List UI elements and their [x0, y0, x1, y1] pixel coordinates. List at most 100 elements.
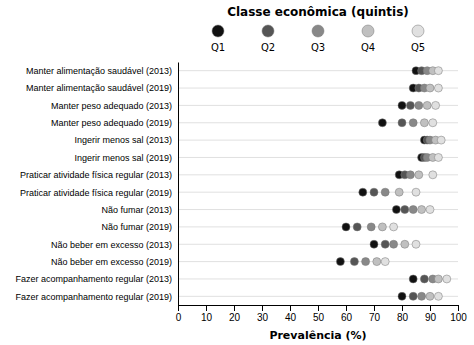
y-tick: Não beber em excesso (2019): [51, 257, 178, 267]
x-tick-mark: [458, 305, 459, 311]
dot: [392, 206, 400, 214]
dot: [395, 188, 403, 196]
x-tick-label: 20: [229, 312, 241, 323]
y-tick: Manter alimentação saudável (2013): [26, 66, 178, 76]
grid: [178, 71, 458, 297]
x-tick-mark: [262, 305, 263, 311]
dot: [420, 119, 428, 127]
legend: Q1Q2Q3Q4Q5: [211, 25, 425, 53]
dot: [418, 292, 426, 300]
x-tick: 10: [201, 305, 213, 323]
x-tick-label: 50: [313, 312, 325, 323]
x-tick-mark: [206, 305, 207, 311]
dot: [401, 240, 409, 248]
x-tick-label: 100: [450, 312, 467, 323]
dot: [401, 206, 409, 214]
legend-item: Q1: [211, 25, 225, 53]
legend-swatch: [312, 25, 324, 37]
y-tick-label: Ingerir menos sal (2013): [74, 135, 172, 145]
x-tick: 80: [397, 305, 409, 323]
y-axis: Manter alimentação saudável (2013) Manter…: [15, 63, 178, 306]
series: [336, 67, 428, 301]
dot: [373, 258, 381, 266]
dot: [378, 223, 386, 231]
plot: 0102030405060708090100Manter alimentação…: [15, 63, 467, 324]
title: Classe econômica (quintis): [227, 5, 409, 19]
dot: [434, 292, 442, 300]
dot: [409, 292, 417, 300]
grid-line: [178, 226, 458, 227]
y-tick-label: Manter peso adequado (2019): [51, 118, 172, 128]
x-tick: 40: [285, 305, 297, 323]
dot: [390, 223, 398, 231]
x-tick-mark: [234, 305, 235, 311]
y-tick-label: Manter alimentação saudável (2019): [26, 83, 172, 93]
x-tick: 70: [369, 305, 381, 323]
x-tick: 100: [450, 305, 467, 323]
dot: [370, 240, 378, 248]
dot: [423, 101, 431, 109]
points: [336, 67, 450, 301]
y-axis-line: [178, 63, 179, 306]
x-tick-mark: [346, 305, 347, 311]
dot: [415, 171, 423, 179]
y-tick: Praticar atividade física regular (2019): [20, 188, 178, 198]
x-tick-label: 90: [425, 312, 437, 323]
legend-item: Q4: [361, 25, 375, 53]
dot: [432, 101, 440, 109]
dot: [406, 101, 414, 109]
x-tick: 50: [313, 305, 325, 323]
y-tick: Não beber em excesso (2013): [51, 240, 178, 250]
grid-line: [178, 261, 458, 262]
dot: [381, 258, 389, 266]
dot: [350, 258, 358, 266]
x-tick: 0: [176, 305, 182, 323]
y-tick: Manter peso adequado (2013): [51, 101, 178, 111]
dot: [437, 136, 445, 144]
legend-swatch: [262, 25, 274, 37]
dot: [434, 153, 442, 161]
dot: [429, 119, 437, 127]
x-axis-line: [179, 306, 459, 312]
dot: [398, 101, 406, 109]
y-tick-label: Não beber em excesso (2019): [51, 257, 172, 267]
grid-line: [178, 140, 458, 141]
dot: [415, 101, 423, 109]
y-tick-label: Fazer acompanhamento regular (2019): [15, 292, 172, 302]
dot: [381, 188, 389, 196]
dot: [420, 275, 428, 283]
dot: [434, 67, 442, 75]
legend-label: Q4: [361, 42, 375, 53]
legend-swatch: [412, 25, 424, 37]
dot: [370, 188, 378, 196]
x-tick: 60: [341, 305, 353, 323]
dot: [367, 223, 375, 231]
dot: [434, 275, 442, 283]
x-tick-mark: [290, 305, 291, 311]
dot: [353, 223, 361, 231]
x-tick-label: 60: [341, 312, 353, 323]
legend-label: Q3: [311, 42, 325, 53]
dot: [342, 223, 350, 231]
y-tick: Não fumar (2013): [101, 205, 178, 215]
dot: [409, 275, 417, 283]
dot: [426, 292, 434, 300]
x-tick-label: 0: [176, 312, 182, 323]
dot: [406, 171, 414, 179]
y-tick-label: Manter peso adequado (2013): [51, 101, 172, 111]
x-tick: 20: [229, 305, 241, 323]
x-tick-mark: [178, 305, 179, 311]
legend-item: Q5: [411, 25, 425, 53]
dot: [381, 240, 389, 248]
series: [362, 67, 437, 301]
y-tick-label: Não fumar (2019): [101, 222, 172, 232]
dot: [443, 275, 451, 283]
y-tick-label: Não fumar (2013): [101, 205, 172, 215]
legend-label: Q5: [411, 42, 425, 53]
x-tick: 90: [425, 305, 437, 323]
dot: [429, 171, 437, 179]
y-tick: Manter peso adequado (2019): [51, 118, 178, 128]
series: [381, 67, 451, 301]
series: [350, 67, 431, 301]
x-tick-mark: [430, 305, 431, 311]
